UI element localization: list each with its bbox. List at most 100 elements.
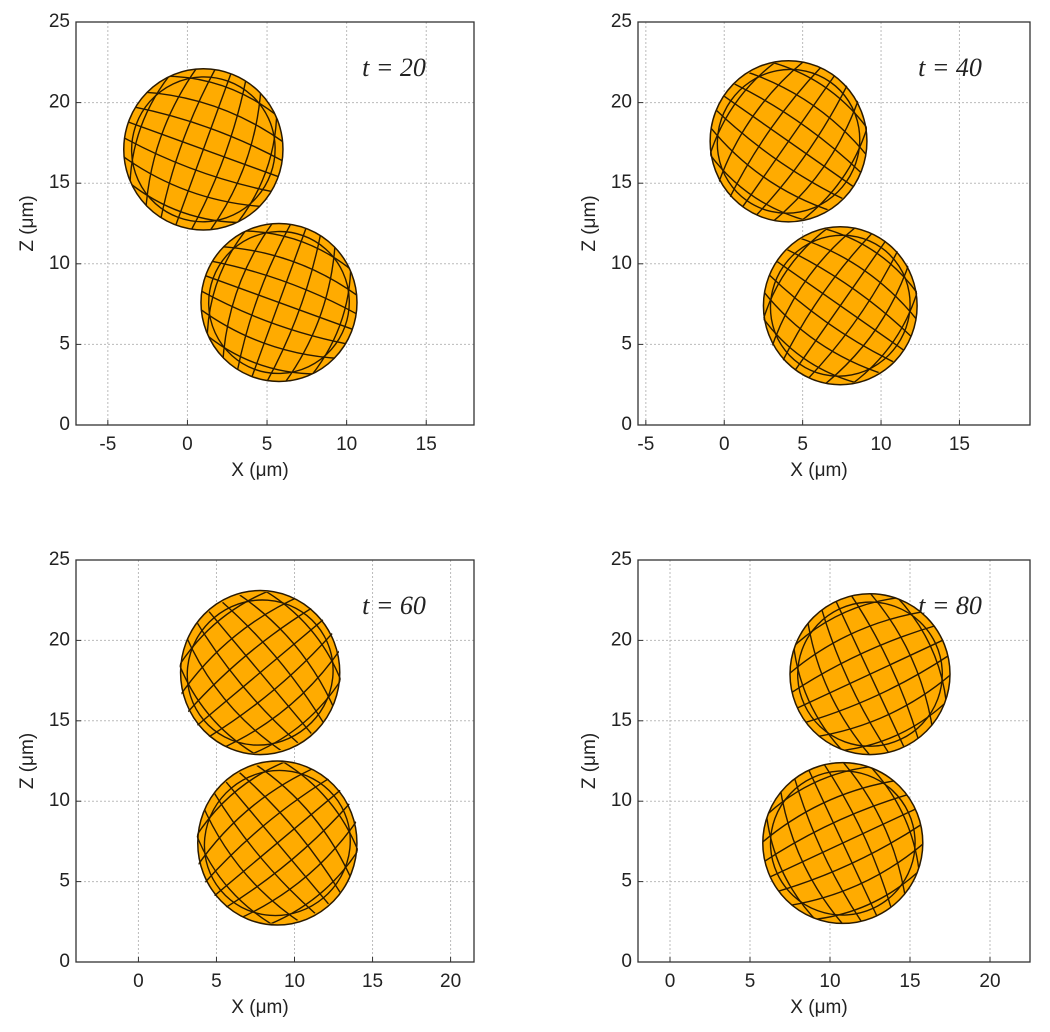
x-tick-label: 5 (262, 434, 273, 455)
y-tick-label: 5 (59, 871, 70, 892)
y-tick-label: 20 (49, 629, 70, 650)
mesh-line (225, 781, 330, 905)
mesh (776, 580, 964, 768)
plot-frame (75, 21, 475, 426)
mesh-line (806, 615, 875, 761)
mesh-line (199, 289, 348, 345)
y-tick-label: 10 (611, 253, 632, 274)
x-tick-label: 20 (979, 971, 1000, 992)
x-tick-label: 10 (819, 971, 840, 992)
x-tick-label: 15 (899, 971, 920, 992)
y-tick-label: 5 (621, 871, 632, 892)
y-tick-label: 25 (49, 549, 70, 570)
mesh-line (776, 823, 923, 893)
mesh-line (196, 621, 300, 745)
mesh-line (778, 784, 848, 930)
y-tick-label: 10 (49, 790, 70, 811)
y-tick-label: 0 (59, 951, 70, 972)
x-axis-label: X (μm) (231, 997, 288, 1018)
plot-frame (637, 559, 1031, 963)
mesh-line (224, 802, 352, 909)
mesh-line (807, 249, 899, 380)
mesh-line (803, 654, 951, 724)
x-axis-label: X (μm) (790, 997, 847, 1018)
y-tick-label: 5 (621, 333, 632, 354)
plot-frame (75, 559, 475, 963)
mesh-line (808, 770, 878, 916)
x-axis-label: X (μm) (231, 460, 288, 481)
x-tick-label: 5 (211, 971, 222, 992)
mesh-line (714, 108, 845, 200)
y-tick-label: 25 (611, 549, 632, 570)
mesh-line (208, 611, 312, 734)
x-tick-label: 5 (745, 971, 756, 992)
mesh-line (723, 95, 854, 187)
y-tick-label: 10 (49, 253, 70, 274)
mesh-line (200, 802, 305, 926)
x-tick-label: 10 (336, 434, 357, 455)
y-tick-label: 25 (49, 11, 70, 32)
mesh (111, 56, 296, 243)
mesh (189, 211, 369, 394)
y-tick-label: 15 (49, 172, 70, 193)
x-tick-label: -5 (637, 434, 654, 455)
y-tick-label: 20 (49, 92, 70, 113)
y-tick-label: 0 (621, 414, 632, 435)
mesh-line (705, 121, 835, 213)
y-tick-label: 5 (59, 333, 70, 354)
mesh-line (266, 233, 322, 383)
x-tick-label: 15 (949, 434, 970, 455)
x-tick-label: 15 (362, 971, 383, 992)
mesh-line (759, 286, 886, 376)
mesh-line (754, 84, 849, 217)
y-axis-label: Z (μm) (579, 733, 600, 789)
mesh-line (835, 601, 905, 747)
mesh-line (194, 304, 342, 360)
mesh-line (128, 121, 279, 178)
mesh (696, 47, 881, 236)
x-tick-label: 5 (797, 434, 808, 455)
x-tick-label: -5 (99, 434, 116, 455)
y-tick-label: 15 (49, 710, 70, 731)
mesh (165, 579, 355, 766)
mesh-line (207, 631, 334, 739)
x-tick-label: 0 (182, 434, 193, 455)
y-tick-label: 20 (611, 629, 632, 650)
panel: 0 5 10 15 20 0 5 10 15 20 25 X (μm) Z (μm) t = 80 (579, 549, 1031, 1018)
x-tick-label: 0 (665, 971, 676, 992)
mesh-line (810, 669, 958, 739)
y-tick-label: 25 (611, 11, 632, 32)
y-tick-label: 10 (611, 790, 632, 811)
mesh-line (122, 136, 273, 193)
panel: -5 0 5 10 15 0 5 10 15 20 25 X (μm) Z (μm) t = 20 (17, 11, 475, 481)
annotation: t = 80 (918, 591, 982, 620)
x-tick-label: 10 (870, 434, 891, 455)
x-tick-label: 10 (284, 971, 305, 992)
y-axis-label: Z (μm) (579, 195, 600, 251)
mesh-line (793, 777, 863, 923)
mesh-line (776, 261, 904, 351)
x-tick-label: 15 (416, 434, 437, 455)
y-tick-label: 0 (59, 414, 70, 435)
y-tick-label: 15 (611, 710, 632, 731)
x-tick-label: 20 (440, 971, 461, 992)
x-tick-label: 0 (719, 434, 730, 455)
mesh-line (117, 151, 268, 208)
y-axis-label: Z (μm) (17, 195, 38, 251)
annotation: t = 40 (918, 53, 982, 82)
y-tick-label: 20 (611, 92, 632, 113)
y-tick-label: 0 (621, 951, 632, 972)
annotation: t = 60 (362, 591, 426, 620)
mesh-line (190, 78, 247, 231)
mesh-line (768, 273, 895, 363)
mesh-line (213, 792, 317, 915)
mesh-line (183, 632, 288, 755)
mesh-line (205, 275, 353, 330)
y-axis-label: Z (μm) (17, 733, 38, 789)
mesh-line (783, 837, 930, 908)
x-axis-label: X (μm) (790, 460, 847, 481)
mesh-line (820, 608, 890, 754)
annotation: t = 20 (362, 53, 426, 82)
